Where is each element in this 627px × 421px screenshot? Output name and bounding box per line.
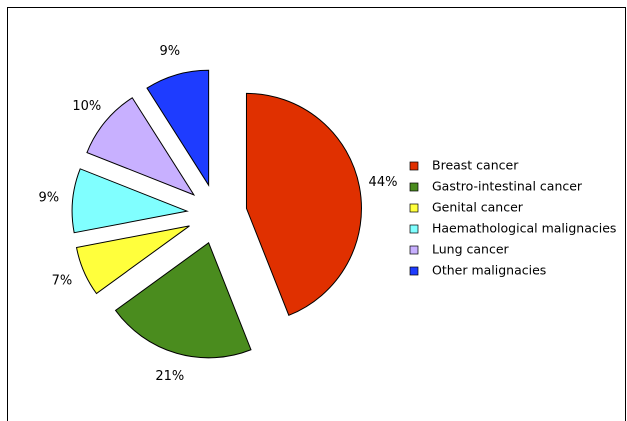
legend-swatch [409, 224, 419, 234]
legend-swatch [409, 266, 419, 276]
legend-label: Genital cancer [432, 200, 524, 215]
pie-slice [146, 69, 210, 187]
data-label: 9% [38, 191, 59, 206]
legend-label: Gastro-intestinal cancer [432, 179, 583, 194]
pie-slice [114, 242, 252, 359]
pie-slice [86, 97, 196, 196]
frame [7, 7, 626, 421]
legend-label: Lung cancer [432, 242, 510, 257]
data-label: 44% [369, 175, 398, 190]
pie-slice [245, 92, 362, 316]
legend-swatch [409, 203, 419, 213]
legend-label: Breast cancer [432, 158, 519, 173]
pie-slice [75, 225, 190, 295]
data-label: 7% [52, 274, 73, 289]
data-label: 21% [155, 369, 184, 384]
legend-swatch [409, 245, 419, 255]
legend-label: Other malignacies [432, 263, 546, 278]
pie-slice [71, 168, 189, 234]
legend-label: Haemathological malignacies [432, 221, 616, 236]
data-label: 9% [160, 44, 181, 59]
legend-swatch [409, 161, 419, 171]
legend-swatch [409, 182, 419, 192]
data-label: 10% [72, 99, 101, 114]
